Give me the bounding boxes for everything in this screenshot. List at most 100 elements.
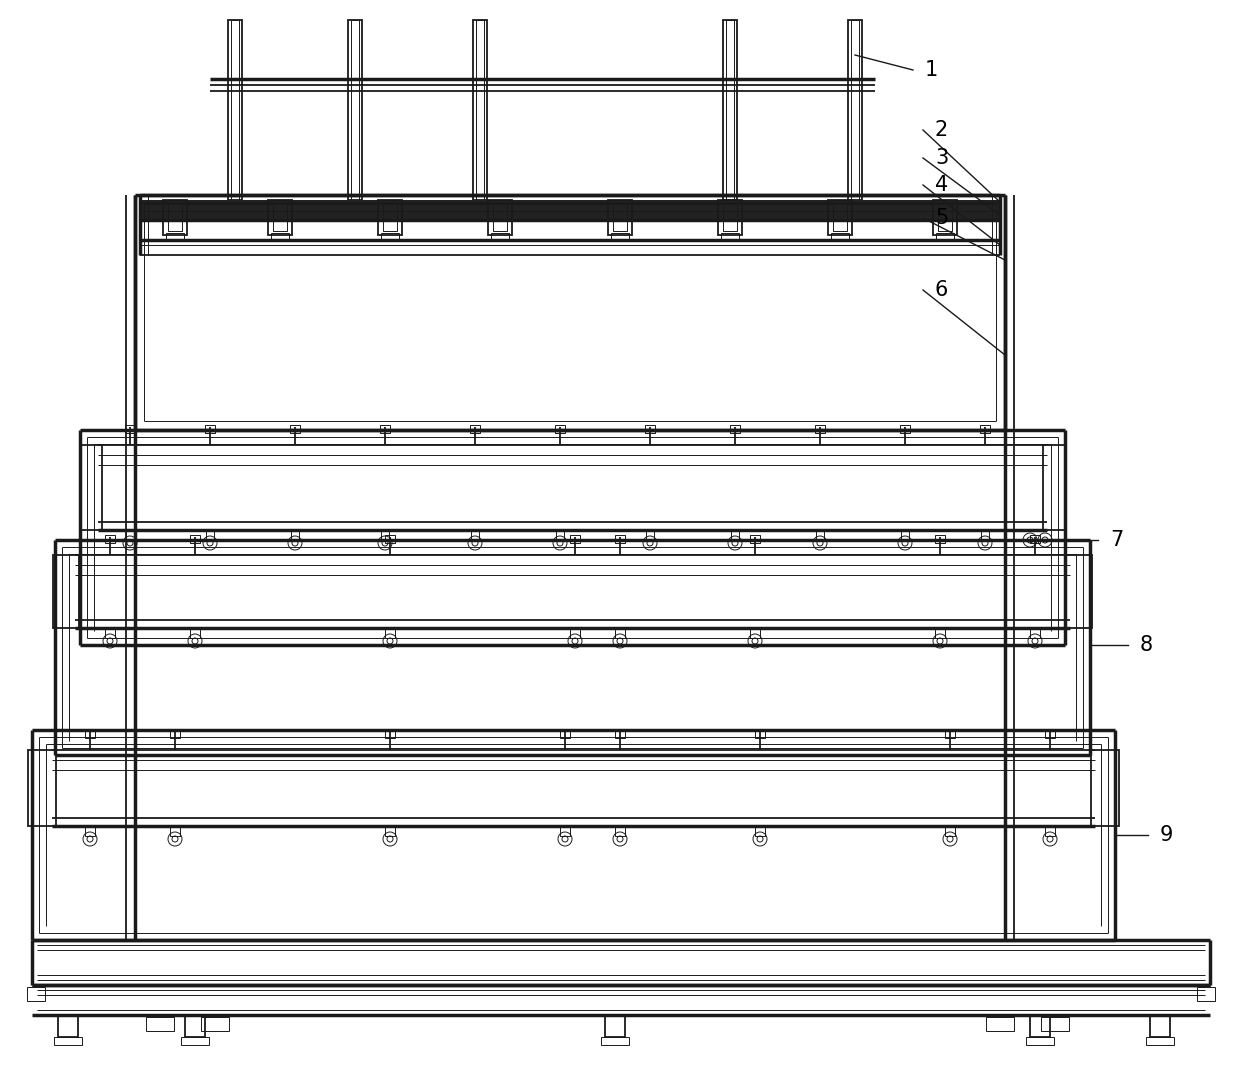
Bar (86, 826, 95, 836)
Bar (228, 21, 242, 200)
Bar (556, 530, 564, 540)
Bar (231, 21, 239, 200)
Bar (201, 1017, 229, 1031)
Bar (816, 530, 825, 540)
Bar (755, 730, 765, 738)
Bar (379, 425, 391, 433)
Bar (273, 203, 286, 231)
Bar (932, 200, 957, 235)
Bar (980, 425, 990, 433)
Bar (476, 21, 484, 200)
Bar (471, 530, 479, 540)
Bar (1045, 730, 1055, 738)
Bar (384, 535, 396, 543)
Bar (489, 200, 512, 235)
Bar (605, 1015, 625, 1037)
Bar (190, 628, 200, 638)
Bar (146, 1017, 174, 1031)
Bar (170, 826, 180, 836)
Bar (935, 628, 945, 638)
Bar (53, 555, 79, 628)
Bar (723, 21, 737, 200)
Bar (1197, 987, 1215, 1001)
Bar (936, 233, 954, 241)
Bar (86, 730, 95, 738)
Bar (1066, 555, 1092, 628)
Bar (720, 233, 739, 241)
Bar (608, 200, 632, 235)
Bar (190, 535, 200, 543)
Bar (833, 203, 847, 231)
Bar (935, 535, 945, 543)
Bar (170, 730, 180, 738)
Bar (645, 425, 655, 433)
Text: 1: 1 (925, 61, 939, 80)
Bar (472, 21, 487, 200)
Bar (105, 535, 115, 543)
Text: 7: 7 (1110, 530, 1123, 550)
Bar (268, 200, 291, 235)
Bar (81, 445, 102, 530)
Bar (901, 530, 909, 540)
Bar (1042, 1017, 1069, 1031)
Bar (615, 628, 625, 638)
Bar (570, 535, 580, 543)
Bar (815, 425, 825, 433)
Bar (384, 628, 396, 638)
Bar (828, 200, 852, 235)
Bar (125, 425, 135, 433)
Bar (986, 1017, 1014, 1031)
Bar (206, 530, 215, 540)
Bar (166, 233, 184, 241)
Bar (732, 530, 739, 540)
Bar (611, 233, 629, 241)
Text: 9: 9 (1159, 825, 1173, 845)
Bar (470, 425, 480, 433)
Bar (615, 826, 625, 836)
Bar (945, 826, 955, 836)
Bar (27, 987, 45, 1001)
Bar (851, 21, 859, 200)
Bar (725, 21, 734, 200)
Bar (560, 730, 570, 738)
Bar (750, 535, 760, 543)
Bar (570, 628, 580, 638)
Bar (750, 628, 760, 638)
Bar (615, 535, 625, 543)
Text: 4: 4 (935, 175, 949, 195)
Bar (105, 628, 115, 638)
Bar (55, 1037, 82, 1045)
Bar (848, 21, 862, 200)
Bar (29, 750, 56, 826)
Bar (181, 1037, 210, 1045)
Bar (162, 200, 187, 235)
Bar (185, 1015, 205, 1037)
Bar (291, 530, 299, 540)
Text: 5: 5 (935, 208, 949, 228)
Bar (381, 530, 389, 540)
Bar (383, 203, 397, 231)
Bar (494, 203, 507, 231)
Bar (981, 530, 990, 540)
Bar (1030, 1015, 1050, 1037)
Bar (900, 425, 910, 433)
Bar (601, 1037, 629, 1045)
Bar (140, 200, 999, 221)
Bar (272, 233, 289, 241)
Bar (1149, 1015, 1171, 1037)
Bar (1045, 826, 1055, 836)
Bar (167, 203, 182, 231)
Bar (1030, 628, 1040, 638)
Bar (1091, 750, 1118, 826)
Bar (755, 826, 765, 836)
Bar (491, 233, 508, 241)
Bar (560, 826, 570, 836)
Bar (718, 200, 742, 235)
Bar (945, 730, 955, 738)
Text: 6: 6 (935, 280, 949, 301)
Bar (384, 730, 396, 738)
Bar (615, 730, 625, 738)
Bar (381, 233, 399, 241)
Bar (723, 203, 737, 231)
Bar (1043, 445, 1065, 530)
